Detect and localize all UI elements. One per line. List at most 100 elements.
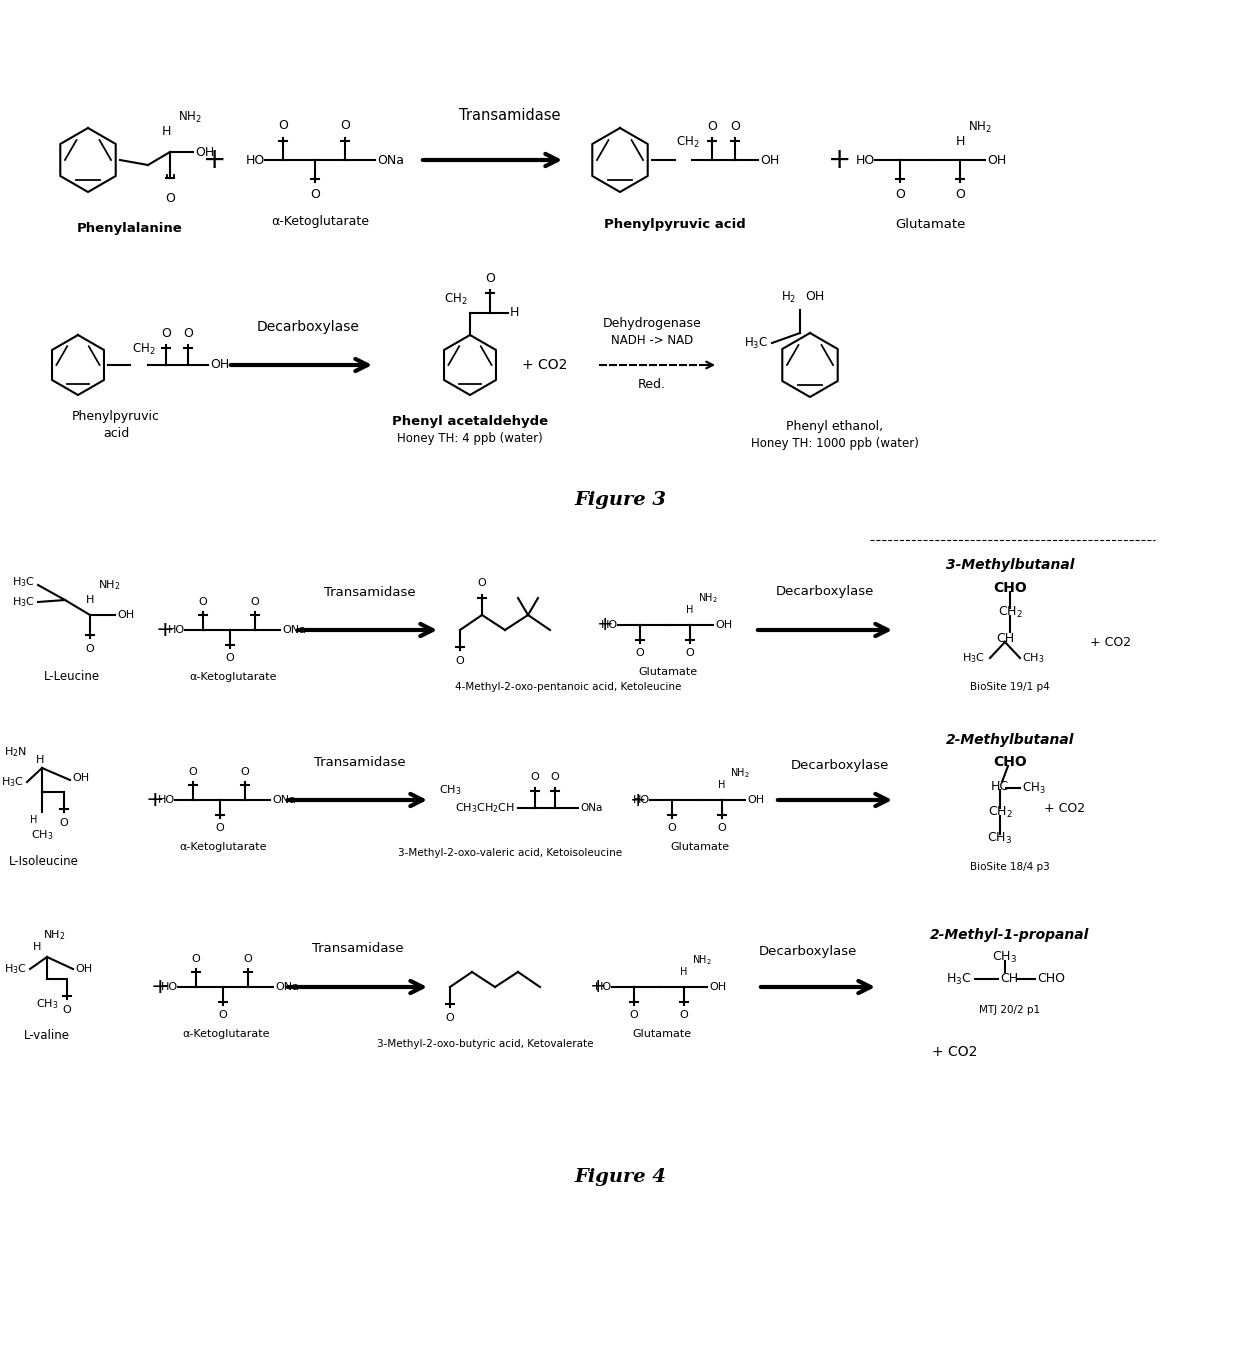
Text: Phenyl acetaldehyde: Phenyl acetaldehyde — [392, 415, 548, 428]
Text: Decarboxylase: Decarboxylase — [776, 585, 874, 599]
Text: ONa: ONa — [580, 804, 603, 813]
Text: NH$_2$: NH$_2$ — [968, 119, 992, 136]
Text: Transamidase: Transamidase — [324, 585, 415, 599]
Text: O: O — [340, 119, 350, 131]
Text: Figure 3: Figure 3 — [574, 491, 666, 509]
Text: +: + — [828, 146, 852, 173]
Text: HO: HO — [632, 795, 650, 805]
Text: NH$_2$: NH$_2$ — [43, 928, 66, 942]
Text: CH$_2$: CH$_2$ — [444, 291, 467, 308]
Text: CH$_3$: CH$_3$ — [439, 783, 461, 797]
Text: HO: HO — [167, 625, 185, 635]
Text: ONa: ONa — [377, 153, 404, 167]
Text: Phenylpyruvic: Phenylpyruvic — [72, 411, 160, 423]
Text: H: H — [32, 942, 41, 953]
Text: HO: HO — [856, 153, 875, 167]
Text: Transamidase: Transamidase — [314, 756, 405, 768]
Text: ONa: ONa — [281, 625, 306, 635]
Text: O: O — [895, 188, 905, 201]
Text: OH: OH — [987, 153, 1006, 167]
Text: Figure 4: Figure 4 — [574, 1168, 666, 1186]
Text: 3-Methyl-2-oxo-butyric acid, Ketovalerate: 3-Methyl-2-oxo-butyric acid, Ketovalerat… — [377, 1039, 593, 1049]
Text: O: O — [250, 598, 259, 607]
Text: H: H — [86, 595, 94, 604]
Text: H: H — [686, 604, 693, 615]
Text: CH$_3$CH$_2$CH: CH$_3$CH$_2$CH — [455, 801, 515, 814]
Text: O: O — [226, 653, 234, 663]
Text: Decarboxylase: Decarboxylase — [759, 946, 857, 958]
Text: H$_3$C: H$_3$C — [1, 775, 24, 789]
Text: HO: HO — [157, 795, 175, 805]
Text: OH: OH — [760, 153, 779, 167]
Text: O: O — [278, 119, 288, 131]
Text: O: O — [184, 327, 193, 340]
Text: H$_3$C: H$_3$C — [4, 962, 27, 976]
Text: HO: HO — [601, 621, 618, 630]
Text: O: O — [477, 579, 486, 588]
Text: H$_3$C: H$_3$C — [946, 972, 972, 986]
Text: O: O — [636, 648, 645, 659]
Text: H: H — [30, 814, 37, 825]
Text: CH: CH — [996, 631, 1014, 645]
Text: Transamidase: Transamidase — [459, 107, 560, 122]
Text: O: O — [192, 954, 201, 963]
Text: O: O — [445, 1014, 454, 1023]
Text: +: + — [630, 790, 646, 809]
Text: Glutamate: Glutamate — [639, 667, 698, 678]
Text: 2-Methylbutanal: 2-Methylbutanal — [946, 733, 1074, 747]
Text: O: O — [165, 192, 175, 205]
Text: +: + — [590, 977, 606, 996]
Text: O: O — [455, 656, 464, 667]
Text: O: O — [218, 1009, 227, 1020]
Text: CH$_2$: CH$_2$ — [676, 136, 699, 150]
Text: CH$_2$: CH$_2$ — [987, 805, 1012, 820]
Text: OH: OH — [746, 795, 764, 805]
Text: OH: OH — [210, 359, 229, 371]
Text: O: O — [241, 767, 249, 776]
Text: CHO: CHO — [1037, 973, 1065, 985]
Text: α-Ketoglutarate: α-Ketoglutarate — [190, 672, 277, 682]
Text: O: O — [667, 822, 676, 833]
Text: Glutamate: Glutamate — [895, 218, 965, 230]
Text: OH: OH — [195, 145, 215, 159]
Text: + CO2: + CO2 — [1044, 802, 1085, 814]
Text: CH$_3$: CH$_3$ — [987, 831, 1013, 846]
Text: H$_3$C: H$_3$C — [744, 336, 768, 351]
Text: NH$_2$: NH$_2$ — [698, 591, 718, 604]
Text: H: H — [955, 136, 965, 148]
Text: O: O — [955, 188, 965, 201]
Text: O: O — [686, 648, 694, 659]
Text: CHO: CHO — [993, 755, 1027, 770]
Text: +: + — [145, 790, 165, 810]
Text: O: O — [63, 1005, 72, 1015]
Text: O: O — [707, 121, 717, 133]
Text: H: H — [681, 967, 688, 977]
Text: ONa: ONa — [275, 982, 299, 992]
Text: H: H — [161, 125, 171, 138]
Text: CH$_3$: CH$_3$ — [31, 828, 53, 841]
Text: NADH -> NAD: NADH -> NAD — [611, 333, 693, 347]
Text: + CO2: + CO2 — [1090, 635, 1131, 649]
Text: O: O — [161, 327, 171, 340]
Text: OH: OH — [74, 963, 92, 974]
Text: HO: HO — [595, 982, 613, 992]
Text: MTJ 20/2 p1: MTJ 20/2 p1 — [980, 1005, 1040, 1015]
Text: CH$_3$: CH$_3$ — [1022, 652, 1044, 665]
Text: CHO: CHO — [993, 581, 1027, 595]
Text: Red.: Red. — [639, 378, 666, 392]
Text: NH$_2$: NH$_2$ — [179, 110, 202, 125]
Text: CH$_3$: CH$_3$ — [1022, 780, 1045, 795]
Text: O: O — [551, 772, 559, 782]
Text: O: O — [216, 822, 224, 833]
Text: H$_2$N: H$_2$N — [4, 745, 27, 759]
Text: α-Ketoglutarate: α-Ketoglutarate — [180, 841, 267, 852]
Text: Honey TH: 1000 ppb (water): Honey TH: 1000 ppb (water) — [751, 438, 919, 450]
Text: L-valine: L-valine — [24, 1028, 69, 1042]
Text: O: O — [86, 644, 94, 654]
Text: CH$_2$: CH$_2$ — [997, 604, 1023, 619]
Text: Phenylpyruvic acid: Phenylpyruvic acid — [604, 218, 746, 230]
Text: + CO2: + CO2 — [932, 1045, 977, 1060]
Text: 4-Methyl-2-oxo-pentanoic acid, Ketoleucine: 4-Methyl-2-oxo-pentanoic acid, Ketoleuci… — [455, 682, 681, 692]
Text: OH: OH — [805, 290, 825, 304]
Text: + CO2: + CO2 — [522, 358, 568, 373]
